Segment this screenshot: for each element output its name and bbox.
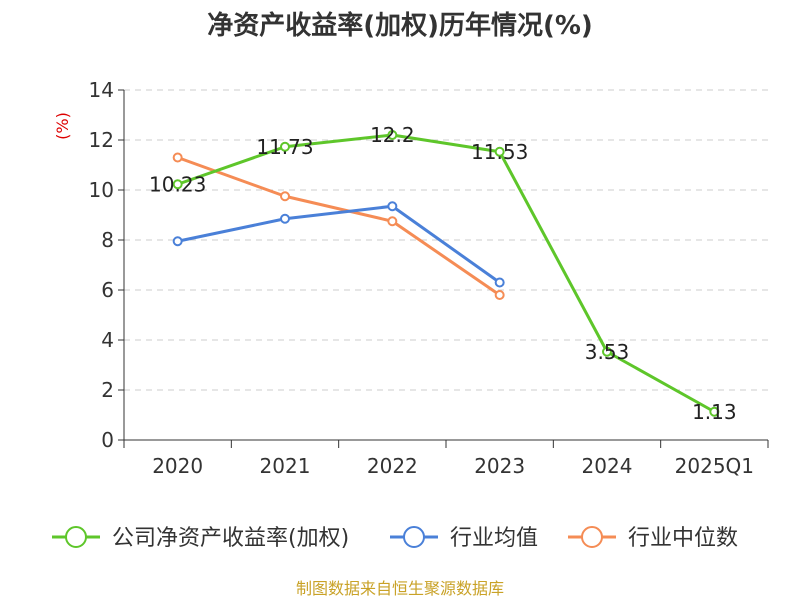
x-tick-label: 2021: [260, 454, 311, 478]
legend-item-2[interactable]: 行业中位数: [568, 526, 738, 551]
data-label: 11.53: [471, 140, 528, 164]
data-point: [387, 216, 398, 227]
data-point: [280, 141, 290, 152]
legend-label: 行业均值: [450, 526, 538, 551]
legend-item-1[interactable]: 行业均值: [390, 526, 538, 551]
data-point: [709, 406, 720, 417]
data-label: 12.2: [370, 123, 415, 147]
data-point: [602, 346, 612, 357]
y-tick-labels: 0 2 4 6 8 10 12 14: [89, 78, 114, 452]
data-point: [280, 191, 290, 202]
y-tick-label: 12: [89, 128, 114, 152]
data-point: [172, 152, 183, 163]
data-point: [172, 179, 183, 190]
source-note: 制图数据来自恒生聚源数据库: [296, 579, 504, 598]
x-tick-label: 2025Q1: [675, 454, 754, 478]
chart-title: 净资产收益率(加权)历年情况(%): [207, 10, 593, 41]
y-tick-label: 4: [101, 328, 114, 352]
data-point: [494, 290, 505, 300]
data-label: 10.23: [149, 172, 206, 196]
data-point: [494, 146, 505, 157]
data-label: 11.73: [256, 135, 313, 159]
x-tick-label: 2022: [367, 454, 418, 478]
legend: 公司净资产收益率(加权) 行业均值 行业中位数: [52, 526, 738, 551]
legend-item-0[interactable]: 公司净资产收益率(加权): [52, 526, 349, 551]
legend-swatch-marker: [65, 526, 87, 548]
y-tick-label: 6: [101, 278, 114, 302]
data-point: [387, 130, 398, 140]
x-tick-label: 2020: [152, 454, 203, 478]
data-label: 1.13: [692, 400, 737, 424]
y-tick-label: 14: [89, 78, 114, 102]
axes: [118, 89, 769, 448]
y-tick-label: 2: [101, 378, 114, 402]
legend-swatch-marker: [403, 526, 425, 548]
y-tick-label: 0: [101, 428, 114, 452]
y-tick-label: 10: [89, 178, 114, 202]
data-point: [387, 201, 398, 212]
y-tick-label: 8: [101, 228, 114, 252]
legend-label: 行业中位数: [628, 526, 738, 551]
series-line-1: [177, 204, 501, 284]
series-line-0: [177, 133, 716, 414]
data-labels: 10.23 11.73 12.2 11.53 3.53 1.13: [149, 123, 737, 424]
grid-lines: [124, 89, 768, 391]
data-label: 3.53: [585, 340, 630, 364]
y-axis-unit-label: (%): [53, 112, 72, 140]
data-point: [494, 277, 505, 288]
legend-label: 公司净资产收益率(加权): [112, 526, 349, 551]
x-tick-label: 2023: [474, 454, 525, 478]
series-lines: [172, 130, 720, 417]
data-point: [280, 213, 290, 224]
x-tick-label: 2024: [582, 454, 633, 478]
data-point: [172, 236, 183, 247]
series-line-2: [177, 156, 501, 297]
legend-swatch-marker: [581, 526, 603, 548]
x-tick-labels: 2020 2021 2022 2023 2024 2025Q1: [152, 454, 754, 478]
